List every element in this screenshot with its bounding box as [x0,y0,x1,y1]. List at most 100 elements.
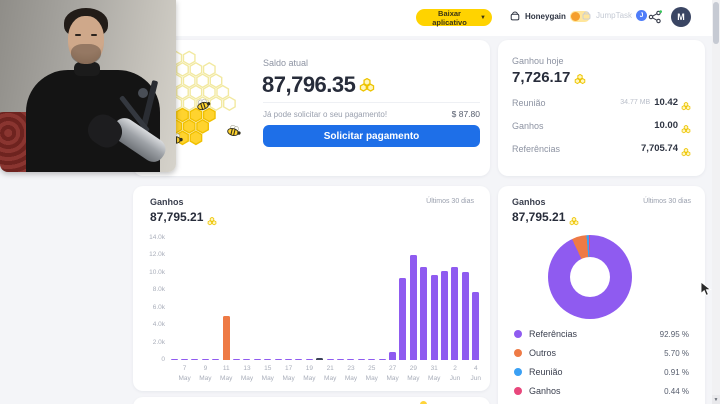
honey-credits-icon [681,121,691,134]
jumptask-mode: JumpTask J [581,10,648,21]
x-tick-label: 7 May [178,365,191,382]
row-label: Ganhos [512,120,544,131]
x-tick-label: 29 May [407,365,420,382]
row-label: Referências [512,143,561,154]
bar [295,359,303,360]
bar [326,359,334,360]
earned-today-label: Ganhou hoje [512,56,564,66]
share-icon[interactable] [648,10,662,24]
legend-percent: 0.91 % [664,367,689,377]
earned-today-amount: 7,726.17 [512,69,571,86]
bar [357,359,365,360]
bar [368,359,376,360]
bar [409,255,417,360]
bee-icon [227,125,241,136]
bar [440,271,448,360]
row-label: Reunião [512,97,546,108]
x-tick-label: 25 May [365,365,378,382]
x-tick-label: 31 May [428,365,441,382]
chart-total: 87,795.21 [512,210,566,224]
legend-dot [514,330,522,338]
bar [180,359,188,360]
chart-total: 87,795.21 [150,210,204,224]
scrollbar[interactable]: ▼ [712,0,720,404]
x-tick-label: 21 May [324,365,337,382]
bar [472,292,480,360]
honeygain-label: Honeygain [525,11,566,21]
x-tick-label: 4 Jun [470,365,482,382]
bar [305,359,313,360]
bar [451,267,459,360]
honey-credits-icon [681,144,691,157]
legend-percent: 5.70 % [664,348,689,358]
online-dot [659,10,662,13]
legend-dot [514,368,522,376]
y-tick-label: 8.0k [152,286,165,294]
bar [420,267,428,360]
bar [191,359,199,360]
jumptask-token-icon: J [636,10,648,21]
honey-credits-icon [207,213,217,225]
request-payment-button[interactable]: Solicitar pagamento [263,125,480,147]
jumptask-label: JumpTask [596,11,633,20]
y-tick-label: 14.0k [149,234,165,241]
bar [222,316,230,360]
bar [336,359,344,360]
download-app-label: Baixar aplicativo [432,8,467,27]
chevron-down-icon: ▼ [480,14,486,21]
chart-period: Últimos 30 dias [426,198,474,205]
y-tick-label: 6.0k [152,303,165,311]
scrollbar-down-arrow[interactable]: ▼ [712,395,720,404]
row-value: 10.00 [654,120,678,131]
partial-next-card [133,397,490,404]
y-tick-label: 0 [161,356,165,363]
today-row-referrals: Referências 7,705.74 [512,143,691,157]
legend-row-others: Outros 5.70 % [514,348,689,358]
x-tick-label: 15 May [261,365,274,382]
legend-row-referrals: Referências 92.95 % [514,329,689,339]
honey-credits-icon [420,401,427,404]
y-tick-label: 12.0k [149,251,165,259]
payout-message: Já pode solicitar o seu pagamento! [263,109,388,119]
row-value: 7,705.74 [641,143,678,154]
bar [399,278,407,360]
toggle-knob [570,11,580,21]
bar [264,359,272,360]
bar [253,359,261,360]
x-axis: 7 May 9 May 11 May 13 May 15 May 17 May 19 May 21 May 23… [169,186,481,391]
y-tick-label: 10.0k [149,268,165,276]
bar [316,358,324,360]
person-beard [71,44,101,64]
honeygain-jumptask-toggle[interactable] [569,10,590,22]
legend-dot [514,387,522,395]
person-face [68,16,104,64]
bar [201,359,209,360]
avatar[interactable]: M [671,7,691,27]
bar [170,359,178,360]
y-tick-label: 4.0k [152,321,165,329]
legend-dot [514,349,522,357]
y-axis: 14.0k 12.0k 10.0k 8.0k 6.0k 4.0k 2.0k 0 [139,234,165,364]
x-tick-label: 23 May [344,365,358,382]
payout-value: $ 87.80 [451,109,480,119]
honey-credits-icon [569,213,579,225]
legend-percent: 92.95 % [659,329,689,339]
bag-icon [510,11,520,21]
today-row-winnings: Ganhos 10.00 [512,120,691,134]
legend-label: Referências [529,329,578,339]
download-app-button[interactable]: Baixar aplicativo ▼ [416,8,492,27]
legend-percent: 0.44 % [664,386,689,396]
person-eye [91,34,97,36]
turtleneck-collar [74,62,100,76]
earnings-chart-card: Ganhos Últimos 30 dias 87,795.21 14.0k 12… [133,186,490,391]
x-tick-label: 19 May [303,365,316,382]
honeygain-mode: Honeygain [509,10,590,22]
bar [212,359,220,360]
x-tick-label: 2 Jun [449,365,461,382]
scrollbar-thumb[interactable] [713,2,719,44]
legend-row-gathering: Reunião 0.91 % [514,367,689,377]
chart-title: Ganhos [150,197,184,207]
bar [378,359,386,360]
mic-joint [138,88,148,98]
